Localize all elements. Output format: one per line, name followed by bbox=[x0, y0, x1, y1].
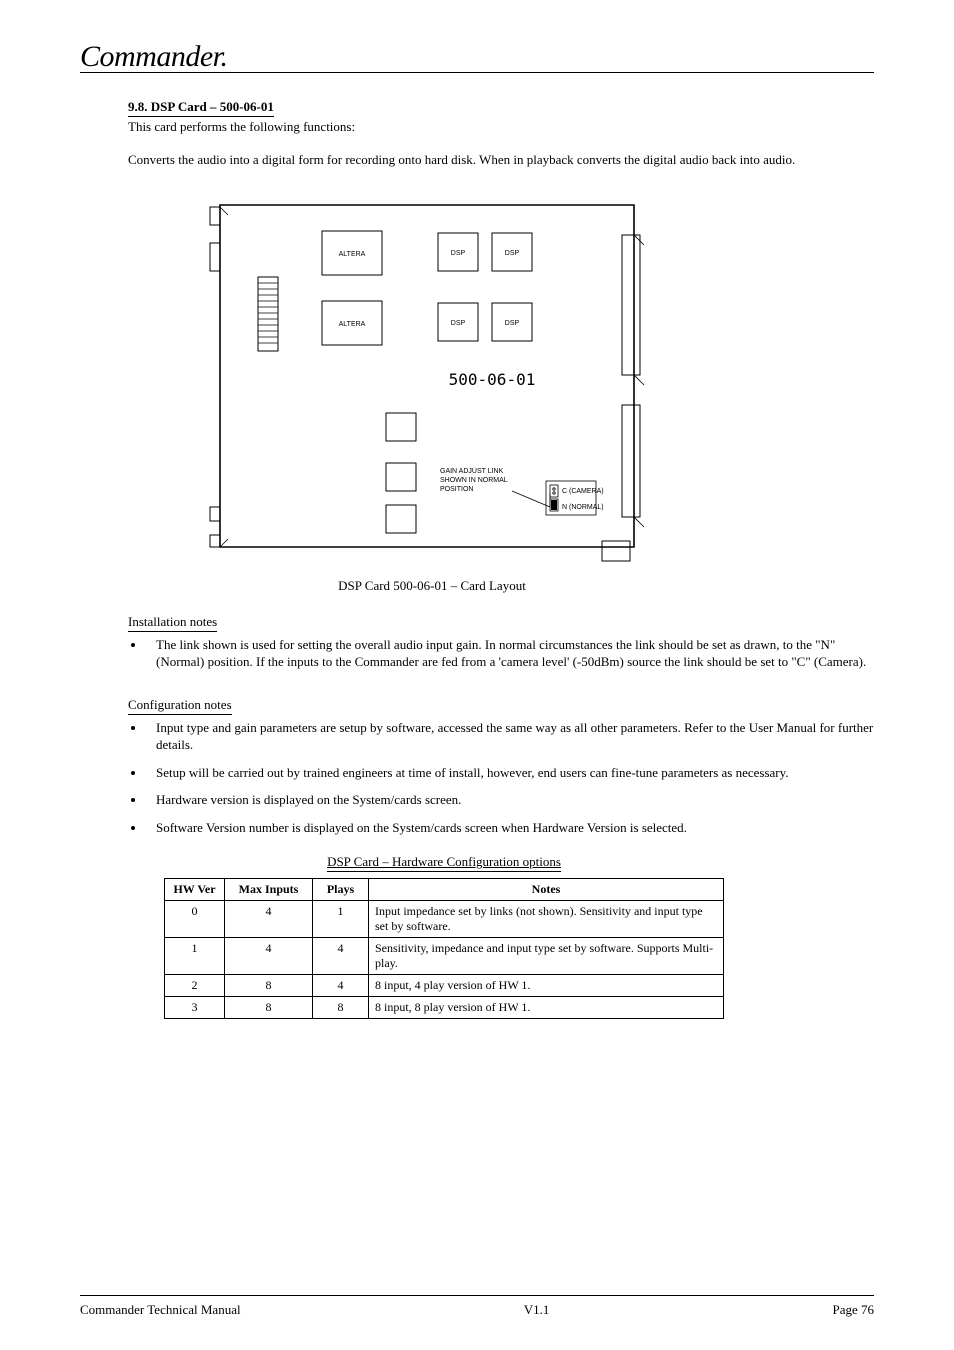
table-header-row: HW Ver Max Inputs Plays Notes bbox=[165, 879, 724, 901]
table-cell: 3 bbox=[165, 997, 225, 1019]
board-label: 500-06-01 bbox=[449, 370, 536, 389]
chip-dsp-2: DSP bbox=[505, 250, 520, 257]
table-cell: 8 bbox=[225, 997, 313, 1019]
installation-notes-heading: Installation notes bbox=[128, 614, 874, 632]
footer-row: Commander Technical Manual V1.1 Page 76 bbox=[80, 1302, 874, 1318]
page-content: 9.8. DSP Card – 500-06-01 This card perf… bbox=[80, 99, 874, 1019]
table-row: 1 4 4 Sensitivity, impedance and input t… bbox=[165, 938, 724, 975]
chip-altera-2: ALTERA bbox=[339, 321, 366, 328]
section-intro-line: This card performs the following functio… bbox=[128, 119, 874, 135]
footer-rule bbox=[80, 1295, 874, 1296]
configuration-note-item: Software Version number is displayed on … bbox=[146, 819, 874, 837]
brand-logo: Commander. bbox=[80, 40, 874, 74]
installation-note-item: The link shown is used for setting the o… bbox=[146, 636, 874, 671]
table-header: Notes bbox=[369, 879, 724, 901]
configuration-notes-list: Input type and gain parameters are setup… bbox=[128, 719, 874, 837]
hw-table-caption: DSP Card – Hardware Configuration option… bbox=[327, 854, 561, 872]
table-cell: 0 bbox=[165, 901, 225, 938]
table-cell: Sensitivity, impedance and input type se… bbox=[369, 938, 724, 975]
table-cell: 2 bbox=[165, 975, 225, 997]
table-header: Max Inputs bbox=[225, 879, 313, 901]
section-title-text: 9.8. DSP Card – 500-06-01 bbox=[128, 99, 274, 117]
configuration-note-item: Hardware version is displayed on the Sys… bbox=[146, 791, 874, 809]
table-row: 0 4 1 Input impedance set by links (not … bbox=[165, 901, 724, 938]
table-cell: 1 bbox=[313, 901, 369, 938]
table-cell: 4 bbox=[313, 938, 369, 975]
configuration-note-item: Setup will be carried out by trained eng… bbox=[146, 764, 874, 782]
chip-dsp-4: DSP bbox=[505, 320, 520, 327]
installation-notes-heading-text: Installation notes bbox=[128, 614, 217, 632]
table-cell: 8 bbox=[225, 975, 313, 997]
table-cell: 8 input, 4 play version of HW 1. bbox=[369, 975, 724, 997]
configuration-note-item: Input type and gain parameters are setup… bbox=[146, 719, 874, 754]
table-row: 3 8 8 8 input, 8 play version of HW 1. bbox=[165, 997, 724, 1019]
configuration-notes-heading-text: Configuration notes bbox=[128, 697, 232, 715]
table-cell: 8 input, 8 play version of HW 1. bbox=[369, 997, 724, 1019]
page-footer: Commander Technical Manual V1.1 Page 76 bbox=[80, 1295, 874, 1318]
table-header: Plays bbox=[313, 879, 369, 901]
link-label-normal: N (NORMAL) bbox=[562, 504, 604, 511]
table-cell: 8 bbox=[313, 997, 369, 1019]
table-cell: 1 bbox=[165, 938, 225, 975]
link-label-camera: C (CAMERA) bbox=[562, 488, 604, 495]
footer-right: Page 76 bbox=[832, 1302, 874, 1318]
section-intro-body: Converts the audio into a digital form f… bbox=[128, 151, 874, 169]
page-header: Commander. bbox=[80, 40, 874, 73]
section-title: 9.8. DSP Card – 500-06-01 bbox=[128, 99, 874, 117]
pcb-diagram: ALTERA ALTERA DSP DSP DSP DSP 500-06-01 bbox=[202, 195, 662, 565]
gain-text-3: POSITION bbox=[440, 486, 473, 493]
table-body: 0 4 1 Input impedance set by links (not … bbox=[165, 901, 724, 1019]
footer-left: Commander Technical Manual bbox=[80, 1302, 241, 1318]
table-cell: 4 bbox=[225, 938, 313, 975]
chip-altera-1: ALTERA bbox=[339, 251, 366, 258]
table-cell: 4 bbox=[313, 975, 369, 997]
gain-text-2: SHOWN IN NORMAL bbox=[440, 477, 508, 484]
hw-table-caption-wrap: DSP Card – Hardware Configuration option… bbox=[164, 854, 724, 872]
gain-text-1: GAIN ADJUST LINK bbox=[440, 468, 504, 475]
hw-config-table: HW Ver Max Inputs Plays Notes 0 4 1 Inpu… bbox=[164, 878, 724, 1019]
configuration-notes-heading: Configuration notes bbox=[128, 697, 874, 715]
page: Commander. 9.8. DSP Card – 500-06-01 Thi… bbox=[0, 0, 954, 1350]
chip-dsp-1: DSP bbox=[451, 250, 466, 257]
hw-table-area: DSP Card – Hardware Configuration option… bbox=[128, 854, 874, 1019]
installation-notes-list: The link shown is used for setting the o… bbox=[128, 636, 874, 671]
footer-center: V1.1 bbox=[524, 1302, 550, 1318]
table-cell: Input impedance set by links (not shown)… bbox=[369, 901, 724, 938]
table-row: 2 8 4 8 input, 4 play version of HW 1. bbox=[165, 975, 724, 997]
chip-dsp-3: DSP bbox=[451, 320, 466, 327]
diagram-caption: DSP Card 500-06-01 – Card Layout bbox=[202, 578, 662, 594]
diagram-container: ALTERA ALTERA DSP DSP DSP DSP 500-06-01 bbox=[202, 195, 662, 594]
table-header: HW Ver bbox=[165, 879, 225, 901]
table-cell: 4 bbox=[225, 901, 313, 938]
